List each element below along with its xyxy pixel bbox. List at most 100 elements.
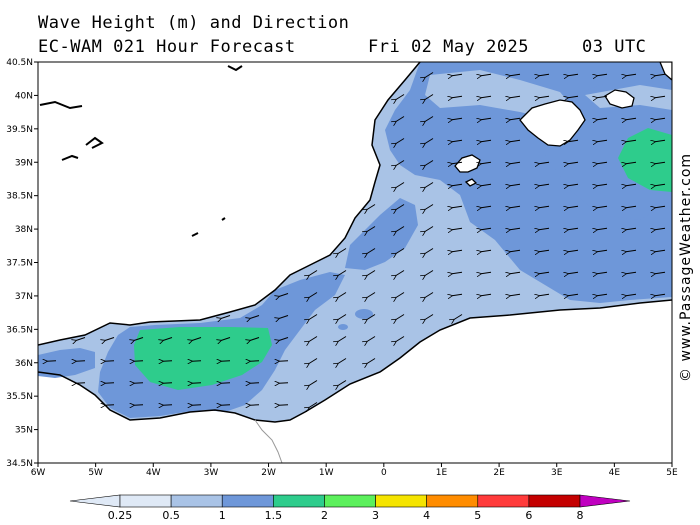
wave-arrow [134, 361, 144, 362]
wave-arrow [396, 182, 405, 188]
wave-arrow [626, 228, 637, 230]
wave-arrow [452, 74, 463, 76]
wave-arrow [279, 383, 289, 384]
wave-arrow [626, 250, 637, 252]
wave-arrow [134, 337, 144, 341]
legend-tick-label: 0.5 [162, 509, 180, 522]
wave-arrow [597, 294, 608, 296]
lat-label: 37N [15, 292, 33, 302]
wave-arrow [626, 118, 637, 120]
wave-arrow [309, 314, 318, 320]
wave-arrow [597, 184, 608, 186]
wave-arrow [279, 293, 289, 297]
wave-arrow [568, 140, 579, 142]
wave-arrow [655, 162, 666, 164]
iberian-coastline [38, 62, 421, 346]
wave-arrow [597, 118, 608, 120]
wave-arrow [481, 118, 492, 120]
wave-arrow [568, 96, 579, 98]
wave-arrow [76, 361, 86, 362]
legend-swatch-high [579, 494, 631, 508]
wave-direction-arrows [47, 72, 666, 408]
wave-arrow [510, 228, 521, 230]
lon-label: 2W [261, 468, 276, 478]
wave-arrow [425, 270, 434, 276]
legend-tick-label: 8 [577, 509, 584, 522]
wave-arrow [163, 405, 173, 406]
wave-arrow [396, 160, 405, 166]
wave-arrow [481, 74, 492, 76]
wave-arrow [597, 162, 608, 164]
wave-arrow [481, 250, 492, 252]
wave-arrow [626, 74, 637, 76]
wave-arrow [539, 272, 550, 274]
legend-swatch [119, 494, 172, 508]
wave-arrow [597, 272, 608, 274]
lon-label: 5E [666, 468, 678, 478]
reservoir-6 [221, 217, 226, 221]
wave-arrow [367, 314, 376, 320]
wave-arrow [425, 204, 434, 210]
wave-arrow [452, 206, 463, 208]
wave-arrow [481, 206, 492, 208]
wave-arrow [539, 184, 550, 186]
wave-arrow [597, 250, 608, 252]
sea-wave-1-5-2m-alboran [134, 327, 272, 390]
legend-tick-label: 1 [219, 509, 226, 522]
wave-arrow [452, 118, 463, 120]
wave-arrow [568, 206, 579, 208]
wave-arrow [279, 405, 289, 406]
legend-swatch [375, 494, 427, 508]
wave-arrow [626, 140, 637, 142]
wave-arrow [396, 138, 405, 144]
wave-arrow [510, 162, 521, 164]
legend-swatch [221, 494, 274, 508]
legend-tick-label: 4 [423, 509, 430, 522]
wave-arrow [221, 315, 231, 319]
wave-arrow [425, 138, 434, 144]
wave-arrow [367, 270, 376, 276]
wave-arrow [47, 361, 57, 362]
wave-arrow [510, 140, 521, 142]
wave-arrow [279, 337, 289, 341]
wave-arrow [452, 272, 463, 274]
formentera-island [464, 178, 478, 187]
reservoir-3 [61, 154, 79, 161]
wave-arrow [452, 250, 463, 252]
wave-arrow [452, 140, 463, 142]
wave-arrow [597, 74, 608, 76]
wave-arrow [510, 118, 521, 120]
wave-arrow [396, 204, 405, 210]
lon-label: 4E [609, 468, 621, 478]
wave-arrow [510, 250, 521, 252]
wave-arrow [192, 361, 202, 362]
wave-arrow [105, 405, 115, 406]
wave-arrow [539, 96, 550, 98]
wave-arrow [309, 336, 318, 342]
wave-arrow [338, 270, 347, 276]
wave-arrow [655, 74, 666, 76]
wave-arrow [568, 250, 579, 252]
wave-arrow [510, 206, 521, 208]
wave-arrow [597, 206, 608, 208]
legend-swatch [324, 494, 376, 508]
wave-arrow [338, 380, 347, 386]
wave-arrow [425, 116, 434, 122]
wave-arrow [655, 118, 666, 120]
reservoir-1 [39, 100, 83, 110]
wave-arrow [279, 361, 289, 362]
lat-label: 35N [15, 426, 33, 436]
wave-arrow [510, 96, 521, 98]
wave-arrow [425, 292, 434, 298]
menorca-island [604, 89, 635, 109]
lat-label: 37.5N [6, 259, 33, 269]
wave-arrow [279, 315, 289, 319]
lat-label: 38.5N [6, 192, 33, 202]
wave-arrow [425, 314, 434, 320]
wave-arrow [481, 228, 492, 230]
wave-arrow [425, 94, 434, 100]
wave-arrow [655, 206, 666, 208]
wave-arrow [626, 184, 637, 186]
wave-arrow [396, 292, 405, 298]
